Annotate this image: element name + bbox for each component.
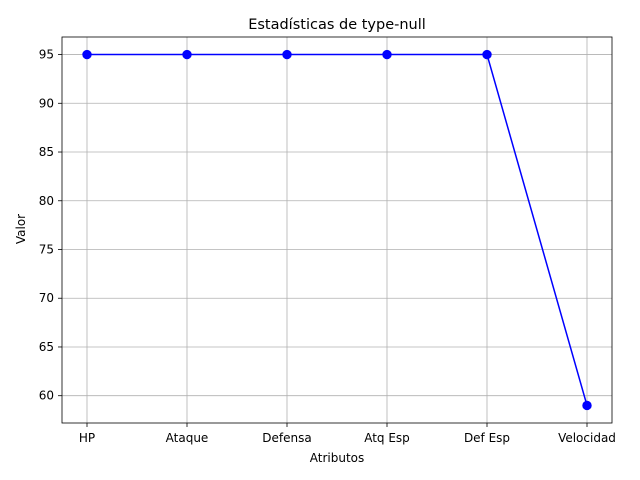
y-axis-label: Valor bbox=[14, 214, 28, 244]
y-tick-label: 80 bbox=[39, 194, 54, 208]
data-series bbox=[82, 49, 592, 411]
y-tick-label: 85 bbox=[39, 145, 54, 159]
chart-title: Estadísticas de type-null bbox=[248, 17, 426, 33]
y-tick-label: 75 bbox=[39, 242, 54, 256]
x-tick-label: Velocidad bbox=[558, 431, 616, 445]
x-tick-label: HP bbox=[79, 431, 95, 445]
data-point-def-esp bbox=[482, 49, 492, 60]
data-point-defensa bbox=[282, 49, 292, 60]
series-line bbox=[87, 53, 588, 406]
y-tick-label: 65 bbox=[39, 340, 54, 354]
y-tick-label: 70 bbox=[39, 291, 54, 305]
x-tick-label: Defensa bbox=[262, 431, 311, 445]
x-tick-label: Ataque bbox=[166, 431, 209, 445]
data-point-velocidad bbox=[582, 400, 592, 411]
x-axis-label: Atributos bbox=[310, 451, 365, 465]
axes bbox=[61, 36, 613, 424]
data-point-atq-esp bbox=[382, 49, 392, 60]
x-tick-label: Atq Esp bbox=[364, 431, 410, 445]
data-point-ataque bbox=[182, 49, 192, 60]
plot-frame bbox=[61, 36, 613, 424]
y-tick-label: 95 bbox=[39, 48, 54, 62]
y-tick-label: 60 bbox=[39, 389, 54, 403]
y-tick-label: 90 bbox=[39, 96, 54, 110]
data-point-hp bbox=[82, 49, 92, 60]
tick-marks: HP Ataque Defensa Atq Esp Def Esp Velocidad 60… bbox=[39, 48, 616, 445]
x-tick-label: Def Esp bbox=[464, 431, 510, 445]
